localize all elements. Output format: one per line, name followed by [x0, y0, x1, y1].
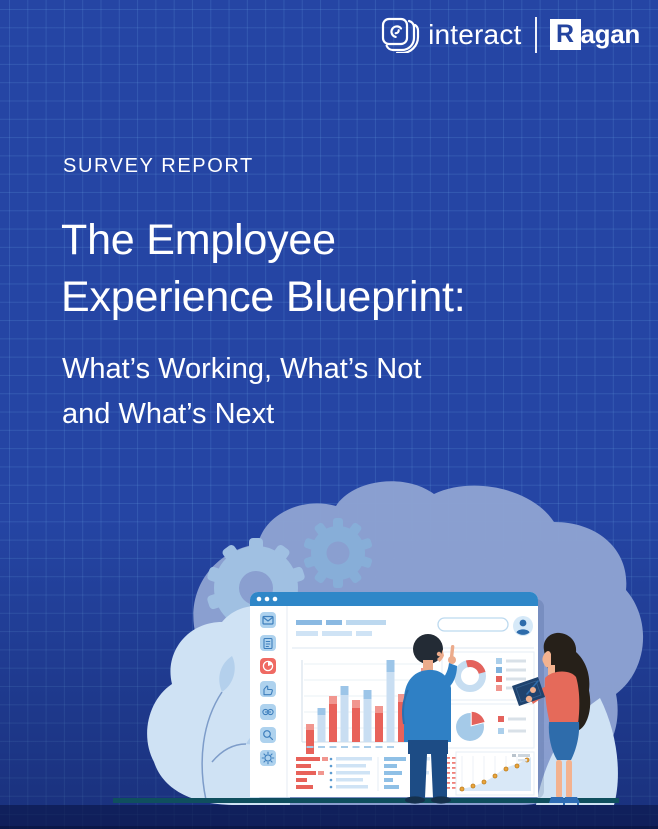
window-titlebar	[250, 592, 538, 606]
dashboard-illustration	[0, 481, 658, 829]
bottom-band	[0, 805, 658, 829]
list-panel-dots	[329, 757, 379, 791]
search-bar	[437, 617, 509, 632]
window-sidebar	[260, 606, 288, 797]
gear-icon	[261, 751, 275, 765]
interact-logo: interact	[378, 11, 521, 58]
line-chart	[455, 751, 535, 796]
logo-divider	[534, 16, 537, 53]
subtitle-line-2: and What’s Next	[62, 398, 275, 430]
header-logos: interact R agan	[378, 11, 640, 58]
ragan-logo: R agan	[549, 17, 641, 52]
person-man	[402, 634, 457, 804]
file-icon	[263, 637, 273, 650]
title-line-1: The Employee	[61, 216, 336, 264]
title-line-2: Experience Blueprint:	[61, 273, 466, 321]
user-avatar	[513, 616, 533, 636]
search-icon	[263, 730, 274, 741]
interact-logo-text: interact	[428, 18, 522, 50]
line-chart-legend	[512, 754, 530, 762]
sidebar-button-pie-chart	[260, 658, 276, 674]
link-icon	[262, 708, 274, 716]
ground-line	[113, 798, 619, 803]
sidebar-button-file	[260, 635, 276, 651]
pie-chart-icon	[262, 660, 274, 672]
page-title: The Employee Experience Blueprint:	[61, 212, 466, 326]
sidebar-button-link	[260, 704, 276, 720]
sidebar-button-search	[260, 727, 276, 743]
pie-legend	[498, 716, 526, 734]
thumbs-up-icon	[263, 685, 273, 696]
interact-logo-icon	[378, 11, 420, 58]
content-title-placeholder	[292, 620, 534, 649]
sidebar-button-mail	[260, 612, 276, 628]
window-control-dots	[256, 596, 278, 602]
ragan-logo-text: agan	[580, 19, 641, 49]
sidebar-button-thumbs-up	[260, 681, 276, 697]
gear-small-icon	[303, 518, 373, 588]
subtitle-line-1: What’s Working, What’s Not	[62, 353, 422, 385]
sidebar-button-settings	[260, 750, 276, 766]
pie-chart	[441, 703, 535, 749]
list-panel-red	[296, 757, 328, 789]
person-woman	[512, 632, 591, 805]
mail-icon	[262, 615, 274, 625]
report-type-label: SURVEY REPORT	[63, 155, 254, 177]
dashboard-window	[250, 592, 544, 799]
ragan-logo-initial: R	[549, 19, 581, 50]
page-subtitle: What’s Working, What’s Not and What’s Ne…	[62, 347, 421, 437]
